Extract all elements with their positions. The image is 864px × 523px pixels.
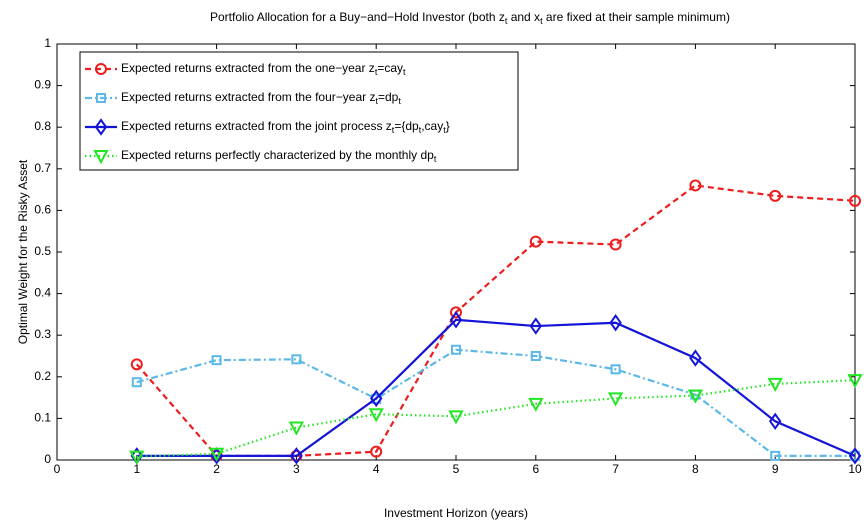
marker bbox=[370, 445, 383, 458]
marker bbox=[847, 374, 863, 389]
marker bbox=[208, 447, 225, 462]
x-tick-label: 10 bbox=[848, 462, 862, 476]
legend-marker bbox=[93, 150, 109, 165]
marker bbox=[849, 194, 861, 207]
x-axis-label: Investment Horizon (years) bbox=[384, 506, 528, 520]
marker bbox=[288, 421, 305, 436]
legend-label: Expected returns extracted from the one−… bbox=[121, 61, 406, 77]
marker bbox=[767, 377, 783, 392]
marker bbox=[451, 344, 461, 355]
chart-title: Portfolio Allocation for a Buy−and−Hold … bbox=[210, 10, 730, 26]
y-tick-label: 0.7 bbox=[34, 161, 51, 175]
y-tick-label: 0 bbox=[44, 452, 51, 466]
legend-box bbox=[79, 51, 519, 171]
x-tick-label: 8 bbox=[692, 462, 699, 476]
marker bbox=[369, 389, 383, 408]
legend-label: Expected returns perfectly characterized… bbox=[121, 148, 437, 164]
marker bbox=[131, 377, 142, 388]
marker bbox=[530, 351, 541, 361]
legend-label: Expected returns extracted from the join… bbox=[121, 119, 450, 135]
marker bbox=[610, 364, 621, 375]
marker bbox=[211, 355, 222, 366]
legend: Expected returns extracted from the one−… bbox=[79, 51, 519, 171]
marker bbox=[528, 397, 544, 412]
series-line bbox=[135, 184, 856, 457]
x-tick-label: 7 bbox=[612, 462, 619, 476]
marker bbox=[770, 450, 781, 461]
legend-marker bbox=[95, 63, 107, 75]
x-tick-label: 3 bbox=[293, 462, 300, 476]
marker bbox=[689, 349, 702, 367]
marker bbox=[130, 358, 143, 371]
marker bbox=[291, 354, 302, 365]
y-tick-label: 0.8 bbox=[34, 119, 51, 133]
marker bbox=[449, 311, 463, 329]
series-line bbox=[136, 318, 856, 457]
marker bbox=[769, 189, 782, 202]
marker bbox=[689, 179, 702, 192]
y-tick-label: 0.1 bbox=[34, 411, 51, 425]
series-line bbox=[136, 379, 856, 458]
x-tick-label: 0 bbox=[54, 462, 61, 476]
y-tick-label: 0.3 bbox=[34, 327, 51, 341]
marker bbox=[687, 389, 704, 404]
marker bbox=[609, 238, 622, 251]
y-tick-label: 0.9 bbox=[34, 78, 51, 92]
x-tick-label: 6 bbox=[532, 462, 539, 476]
marker bbox=[368, 408, 384, 423]
y-tick-label: 0.4 bbox=[34, 286, 51, 300]
legend-marker bbox=[94, 118, 108, 136]
x-tick-label: 9 bbox=[772, 462, 779, 476]
marker bbox=[768, 412, 782, 431]
x-tick-label: 5 bbox=[453, 462, 460, 476]
marker bbox=[448, 410, 464, 425]
x-tick-label: 2 bbox=[213, 462, 220, 476]
x-tick-label: 1 bbox=[133, 462, 140, 476]
legend-marker bbox=[96, 93, 106, 103]
series-line bbox=[136, 348, 855, 457]
marker bbox=[450, 306, 462, 319]
marker bbox=[129, 450, 145, 465]
marker bbox=[609, 313, 622, 332]
y-tick-label: 0.6 bbox=[34, 203, 51, 217]
y-tick-label: 0.2 bbox=[34, 369, 51, 383]
y-tick-label: 0.5 bbox=[34, 244, 51, 258]
y-axis-label: Optimal Weight for the Risky Asset bbox=[16, 159, 30, 344]
y-tick-label: 1 bbox=[44, 36, 51, 50]
marker bbox=[529, 235, 542, 248]
legend-label: Expected returns extracted from the four… bbox=[121, 90, 401, 106]
marker bbox=[290, 447, 303, 465]
marker bbox=[848, 447, 862, 465]
marker bbox=[529, 317, 543, 335]
marker bbox=[607, 392, 624, 407]
x-tick-label: 4 bbox=[373, 462, 380, 476]
